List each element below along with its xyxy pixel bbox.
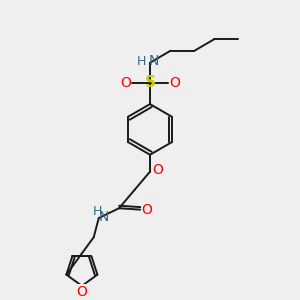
- Text: O: O: [152, 163, 163, 177]
- Text: H: H: [136, 55, 146, 68]
- Text: O: O: [169, 76, 180, 90]
- Text: N: N: [99, 210, 109, 224]
- Text: O: O: [76, 284, 87, 298]
- Text: O: O: [141, 202, 152, 217]
- Text: S: S: [145, 76, 155, 91]
- Text: H: H: [93, 206, 102, 218]
- Text: O: O: [120, 76, 131, 90]
- Text: N: N: [148, 54, 159, 68]
